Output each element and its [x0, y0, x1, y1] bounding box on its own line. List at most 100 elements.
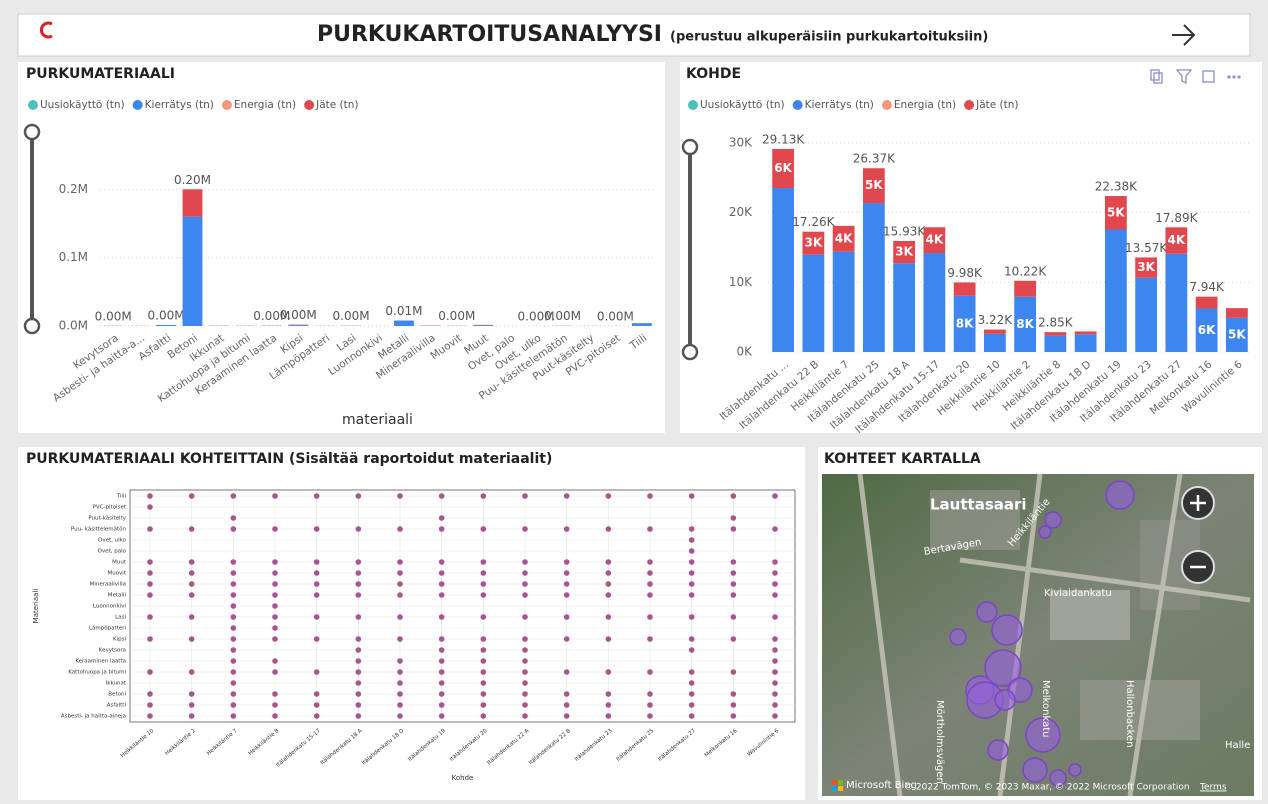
- dot: [689, 713, 695, 719]
- dot: [522, 658, 528, 664]
- dot: [647, 713, 653, 719]
- y-tick-label: Kipsi: [113, 637, 126, 643]
- dot: [772, 691, 778, 697]
- dot: [522, 702, 528, 708]
- bar-segment: [923, 253, 945, 352]
- y-tick-label: Kevytsora: [99, 648, 126, 654]
- bar-segment: [893, 263, 915, 352]
- dot: [397, 614, 403, 620]
- map-marker: [988, 740, 1008, 760]
- dot: [397, 713, 403, 719]
- dot: [522, 647, 528, 653]
- dot: [397, 658, 403, 664]
- y-tick-label: 0K: [736, 345, 753, 359]
- dot: [481, 680, 487, 686]
- dot: [647, 636, 653, 642]
- y-tick-label: 10K: [729, 275, 753, 289]
- dot: [189, 702, 195, 708]
- dot: [606, 614, 612, 620]
- total-label: 17.26K: [792, 215, 835, 229]
- legend-label: Uusiokäyttö (tn): [40, 99, 125, 111]
- dot: [314, 702, 320, 708]
- y-tick-label: Asfaltti: [107, 703, 127, 709]
- dot: [314, 614, 320, 620]
- bar-segment: [1075, 331, 1097, 334]
- dot: [522, 614, 528, 620]
- dot: [606, 702, 612, 708]
- y-tick-label: Puu- käsittelemätön: [71, 527, 127, 533]
- dot: [606, 570, 612, 576]
- dot: [356, 680, 362, 686]
- dot: [314, 493, 320, 499]
- bar-segment: [1044, 336, 1066, 352]
- dot: [272, 603, 278, 609]
- bar-value-label: 8K: [1016, 317, 1034, 331]
- dot: [564, 713, 570, 719]
- dot: [647, 691, 653, 697]
- dot: [606, 713, 612, 719]
- dot: [689, 669, 695, 675]
- dot: [397, 493, 403, 499]
- dot: [772, 559, 778, 565]
- dot: [356, 713, 362, 719]
- dot: [397, 680, 403, 686]
- dot: [522, 713, 528, 719]
- dot: [147, 636, 153, 642]
- dot: [147, 713, 153, 719]
- header-subtitle: (perustuu alkuperäisiin purkukartoituksi…: [670, 30, 988, 45]
- dot: [231, 493, 237, 499]
- bar-segment: [833, 252, 855, 352]
- total-label: 0.00M: [95, 309, 132, 323]
- dot: [231, 515, 237, 521]
- dot: [731, 636, 737, 642]
- dot: [481, 636, 487, 642]
- dot: [606, 691, 612, 697]
- total-label: 0.00M: [280, 308, 317, 322]
- total-label: 0.00M: [438, 309, 475, 323]
- dot: [231, 658, 237, 664]
- dot: [689, 680, 695, 686]
- legend-label: Uusiokäyttö (tn): [700, 99, 785, 111]
- dot: [356, 526, 362, 532]
- panel-title: KOHTEET KARTALLA: [824, 451, 981, 467]
- dot: [272, 493, 278, 499]
- legend-label: Jäte (tn): [975, 99, 1018, 111]
- dot: [231, 691, 237, 697]
- dot: [481, 581, 487, 587]
- dot: [772, 702, 778, 708]
- dot: [272, 658, 278, 664]
- dot: [689, 636, 695, 642]
- map-label: Melkonkatu: [1040, 680, 1051, 737]
- dot: [272, 669, 278, 675]
- y-tick-label: Ovet, ulko: [98, 538, 127, 544]
- dot: [439, 526, 445, 532]
- bing-logo: [838, 780, 843, 785]
- dot: [356, 559, 362, 565]
- map-marker: [1106, 481, 1134, 509]
- y-tick-label: Ovet, palo: [98, 549, 127, 555]
- dot: [647, 526, 653, 532]
- bar-value-label: 4K: [1168, 233, 1186, 247]
- bar-segment: [473, 325, 493, 326]
- dot: [231, 713, 237, 719]
- legend-label: Kierrätys (tn): [805, 99, 874, 111]
- map-terms[interactable]: Terms: [1199, 783, 1227, 793]
- dot: [564, 636, 570, 642]
- dot: [564, 526, 570, 532]
- dot: [522, 570, 528, 576]
- dot: [231, 614, 237, 620]
- map-label: Hallonbacken: [1124, 680, 1135, 748]
- bar-value-label: 5K: [865, 178, 883, 192]
- dot: [689, 614, 695, 620]
- bar-segment: [1044, 332, 1066, 335]
- legend-marker: [882, 100, 892, 110]
- total-label: 13.57K: [1125, 241, 1168, 255]
- dot: [272, 691, 278, 697]
- y-tick-label: Luonnonkivi: [93, 604, 127, 610]
- dot: [231, 669, 237, 675]
- dot: [272, 526, 278, 532]
- bar-value-label: 3K: [805, 236, 823, 250]
- dot: [731, 691, 737, 697]
- dot: [772, 658, 778, 664]
- dot: [731, 592, 737, 598]
